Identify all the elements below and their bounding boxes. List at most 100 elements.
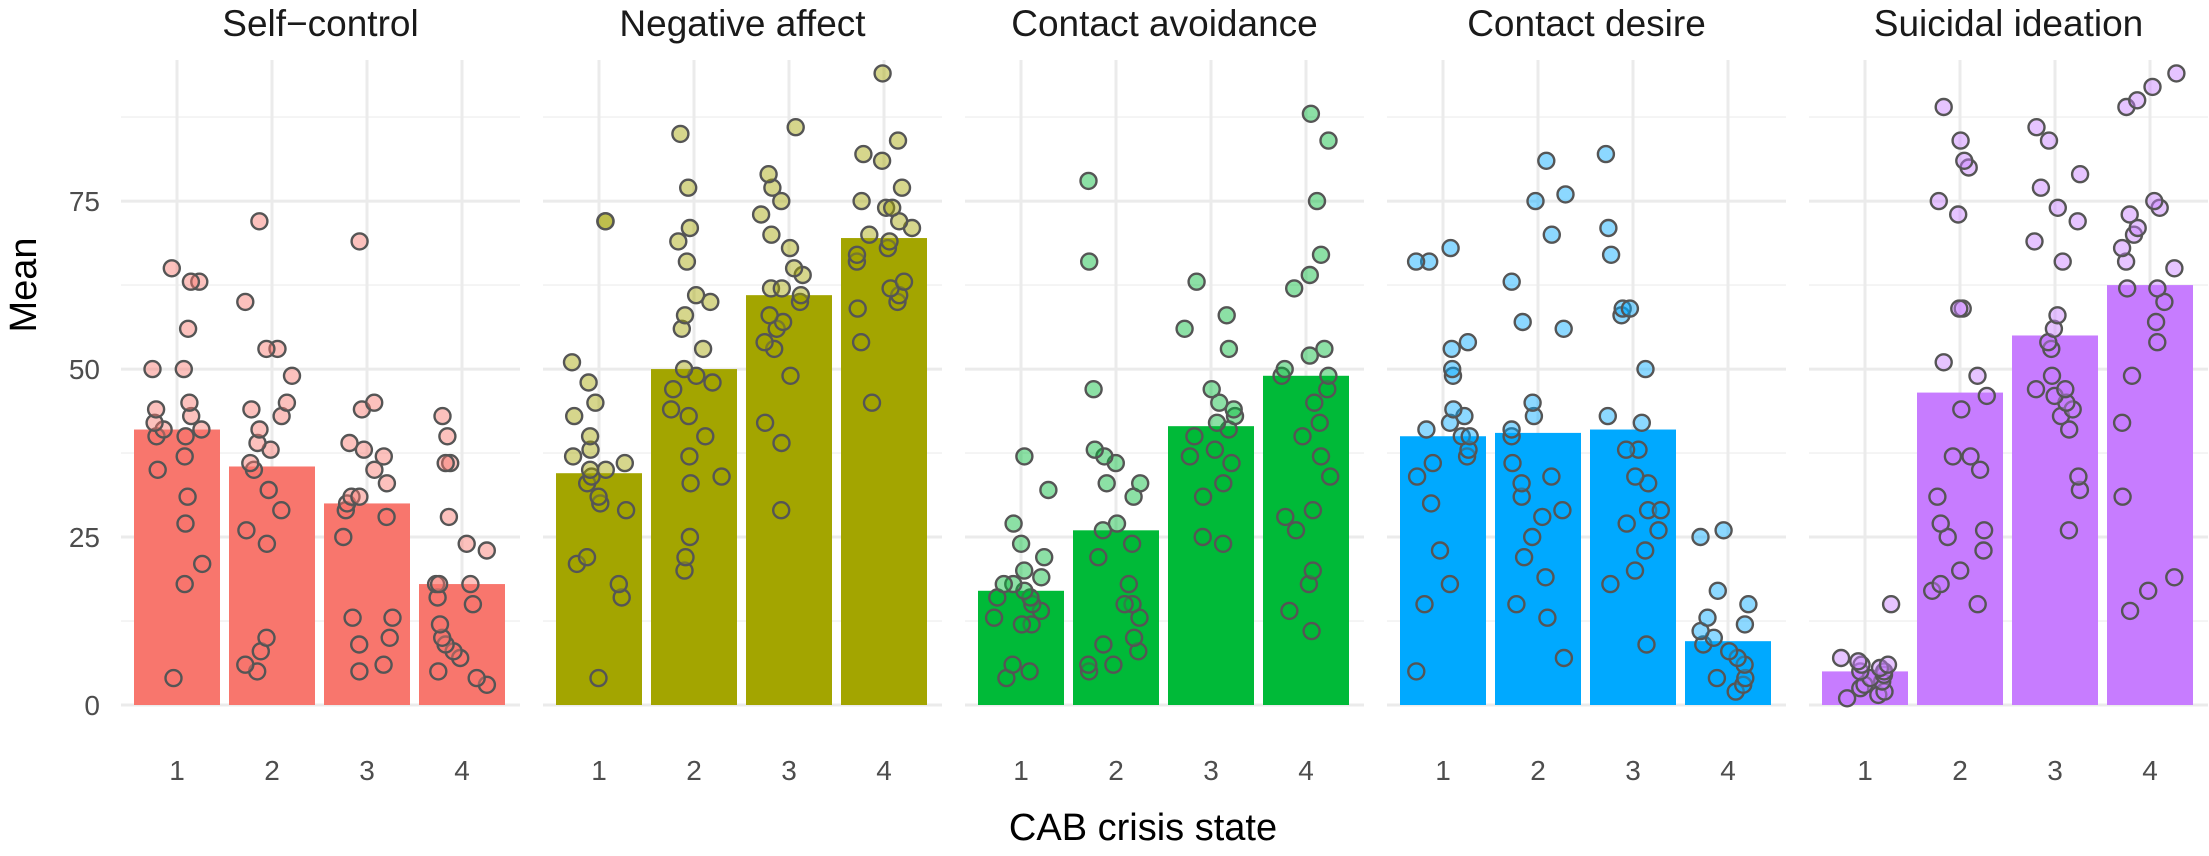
data-point xyxy=(192,420,211,439)
data-point xyxy=(1503,453,1522,473)
data-point xyxy=(1443,366,1463,385)
x-tick-label: 1 xyxy=(591,755,607,786)
data-point xyxy=(1407,662,1426,681)
panels-layer: 0 25 50 75 1 2 3 4 Self−control 1 2 3 4 Negative affe… xyxy=(69,3,2208,786)
data-point xyxy=(852,191,871,211)
data-point xyxy=(1442,339,1461,359)
bar xyxy=(1495,432,1581,705)
bar xyxy=(1400,436,1486,705)
data-point xyxy=(1213,534,1233,553)
data-point xyxy=(1079,171,1098,191)
data-point xyxy=(596,460,615,479)
data-point xyxy=(354,440,374,459)
x-tick-label: 2 xyxy=(686,755,702,786)
bar xyxy=(229,466,315,705)
data-point xyxy=(851,333,871,352)
data-point xyxy=(1421,494,1441,513)
data-point xyxy=(1315,339,1334,359)
data-point xyxy=(1219,339,1239,359)
data-point xyxy=(1423,453,1443,473)
data-point xyxy=(872,151,892,171)
data-point xyxy=(1293,427,1312,446)
data-point xyxy=(596,212,615,231)
data-point xyxy=(350,635,369,654)
bar xyxy=(134,429,220,705)
data-point xyxy=(1599,218,1618,238)
data-point xyxy=(242,400,261,419)
data-point xyxy=(477,541,496,560)
data-point xyxy=(259,480,278,500)
data-point xyxy=(282,366,302,385)
data-point xyxy=(1205,440,1225,459)
data-point xyxy=(892,178,912,197)
bar xyxy=(746,295,832,705)
data-point xyxy=(1311,245,1331,265)
data-point xyxy=(1284,279,1304,298)
data-point xyxy=(1950,299,1969,318)
data-point xyxy=(1300,265,1320,285)
data-point xyxy=(1596,144,1616,164)
data-point xyxy=(669,232,688,251)
data-point xyxy=(1625,561,1645,580)
data-point xyxy=(1948,205,1968,224)
data-point xyxy=(679,178,698,197)
data-point xyxy=(693,339,713,359)
data-point xyxy=(1444,400,1463,419)
data-point xyxy=(1014,561,1034,580)
data-point xyxy=(257,534,277,553)
data-point xyxy=(1831,648,1851,668)
data-point xyxy=(1977,386,1997,406)
data-point xyxy=(1635,541,1655,560)
data-point xyxy=(1970,460,1990,479)
data-point xyxy=(2039,131,2059,150)
data-point xyxy=(1085,440,1105,459)
data-point xyxy=(1107,514,1127,533)
x-tick-label: 3 xyxy=(781,755,797,786)
data-point xyxy=(1119,574,1139,594)
data-point xyxy=(780,238,800,258)
data-point xyxy=(343,608,362,627)
x-tick-label: 4 xyxy=(1298,755,1314,786)
data-point xyxy=(1319,131,1338,150)
data-point xyxy=(2143,77,2162,97)
data-point xyxy=(562,353,582,372)
data-point xyxy=(1417,420,1436,439)
data-point xyxy=(2027,117,2046,137)
data-point xyxy=(2148,333,2167,352)
data-point xyxy=(772,433,791,453)
data-point xyxy=(781,366,800,385)
data-point xyxy=(616,501,636,520)
data-point xyxy=(1637,635,1656,654)
data-point xyxy=(680,527,700,547)
data-point xyxy=(2116,252,2136,271)
data-point xyxy=(436,453,455,473)
data-point xyxy=(1512,487,1531,506)
data-point xyxy=(1084,380,1103,399)
data-point xyxy=(1207,413,1227,432)
x-tick-label: 1 xyxy=(1435,755,1451,786)
data-point xyxy=(2120,205,2139,224)
panel-title: Negative affect xyxy=(619,3,866,44)
data-point xyxy=(377,507,396,527)
data-point xyxy=(763,178,782,197)
y-axis-title: Mean xyxy=(3,237,45,332)
x-tick-label: 2 xyxy=(1952,755,1968,786)
data-point xyxy=(174,359,194,379)
data-point xyxy=(1514,548,1534,567)
data-point xyxy=(176,427,195,446)
data-point xyxy=(609,574,628,594)
data-point xyxy=(854,144,873,164)
data-point xyxy=(1012,615,1032,634)
data-point xyxy=(2120,601,2140,621)
panel-title: Contact avoidance xyxy=(1011,3,1317,44)
data-point xyxy=(467,668,486,688)
data-point xyxy=(181,272,201,291)
data-point xyxy=(1175,319,1194,338)
data-point xyxy=(2138,581,2158,600)
data-point xyxy=(1419,252,1439,271)
data-point xyxy=(143,359,162,379)
x-axis-title: CAB crisis state xyxy=(1009,807,1277,849)
data-point xyxy=(1533,507,1552,527)
data-point xyxy=(1554,648,1574,668)
data-point xyxy=(862,393,882,412)
